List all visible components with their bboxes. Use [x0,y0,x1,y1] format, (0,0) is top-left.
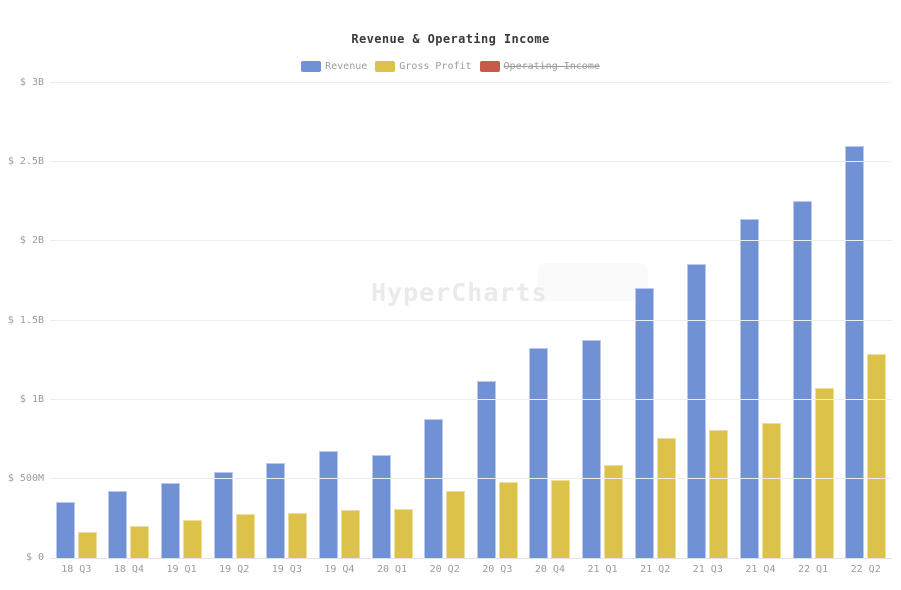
y-axis-tick-label: $ 2.5B [7,156,44,168]
gross-profit-bar[interactable] [288,512,308,558]
x-axis-tick-label: 21 Q3 [692,564,723,575]
gridline [50,477,892,479]
gridline [50,161,892,163]
revenue-bar[interactable] [371,455,391,558]
x-axis-tick-label: 18 Q4 [113,564,144,575]
legend-item-operating-income[interactable]: Operating Income [479,61,600,72]
bar-groups [50,83,892,558]
gridline [50,319,892,321]
gridline [50,82,892,83]
gross-profit-bar[interactable] [761,422,781,558]
revenue-bar[interactable] [529,348,549,558]
bar-group [471,83,524,558]
gross-profit-swatch-icon [375,61,396,72]
revenue-bar[interactable] [213,471,233,558]
y-axis-tick-label: $ 500M [7,472,44,484]
x-axis-tick-label: 20 Q1 [377,564,408,575]
x-axis-tick-label: 20 Q3 [482,564,513,575]
operating-income-swatch-icon [479,61,500,72]
gross-profit-bar[interactable] [709,429,729,558]
bar-group [366,83,419,558]
legend-label-operating-income: Operating Income [503,61,600,72]
revenue-bar[interactable] [55,501,75,558]
revenue-bar[interactable] [318,451,338,558]
revenue-bar[interactable] [634,288,654,558]
revenue-swatch-icon [301,61,322,72]
legend: Revenue Gross Profit Operating Income [0,61,901,72]
gross-profit-bar[interactable] [183,520,203,558]
gross-profit-bar[interactable] [130,526,150,558]
bar-group [839,83,892,558]
x-axis-line [50,558,892,559]
legend-item-gross-profit[interactable]: Gross Profit [375,61,472,72]
revenue-bar[interactable] [739,219,759,558]
x-axis-tick-label: 22 Q2 [850,564,881,575]
gross-profit-bar[interactable] [235,514,255,558]
chart-title: Revenue & Operating Income [351,32,550,46]
x-axis-tick-label: 21 Q1 [587,564,618,575]
x-axis-tick-label: 21 Q2 [640,564,671,575]
x-axis-labels: 18 Q3 18 Q4 19 Q1 19 Q2 19 Q3 19 Q4 20 Q1 20 Q2… [50,564,892,575]
gross-profit-bar[interactable] [498,482,518,558]
x-axis-tick-label: 22 Q1 [798,564,829,575]
revenue-bar[interactable] [266,463,286,558]
revenue-bar[interactable] [582,339,602,558]
bar-group [787,83,840,558]
x-axis-tick-label: 21 Q4 [745,564,776,575]
gross-profit-bar[interactable] [867,353,887,558]
gross-profit-bar[interactable] [77,531,97,558]
gross-profit-bar[interactable] [551,480,571,558]
bar-group [576,83,629,558]
revenue-bar[interactable] [424,418,444,558]
bar-group [261,83,314,558]
legend-label-revenue: Revenue [325,61,368,72]
y-axis-tick-label: $ 0 [25,552,44,563]
revenue-bar[interactable] [108,490,128,558]
gross-profit-bar[interactable] [340,509,360,558]
gross-profit-bar[interactable] [446,490,466,558]
gross-profit-bar[interactable] [656,438,676,558]
x-axis-tick-label: 19 Q2 [219,564,250,575]
revenue-bar[interactable] [687,263,707,558]
x-axis-tick-label: 20 Q2 [429,564,460,575]
legend-item-revenue[interactable]: Revenue [301,61,367,72]
revenue-bar[interactable] [792,200,812,558]
legend-label-gross-profit: Gross Profit [399,61,472,72]
bar-group [524,83,577,558]
bar-group [313,83,366,558]
x-axis-tick-label: 19 Q4 [324,564,355,575]
bar-group [682,83,735,558]
y-axis-tick-label: $ 2B [19,235,44,247]
gross-profit-bar[interactable] [814,387,834,558]
bar-group [208,83,261,558]
gross-profit-bar[interactable] [604,464,624,558]
y-axis-tick-label: $ 1B [19,393,44,405]
bar-group [629,83,682,558]
bar-group [103,83,156,558]
watermark-logo-box [538,263,648,301]
x-axis-tick-label: 18 Q3 [61,564,92,575]
x-axis-tick-label: 19 Q3 [271,564,302,575]
gross-profit-bar[interactable] [393,508,413,558]
gridline [50,398,892,400]
bar-group [50,83,103,558]
revenue-bar[interactable] [161,482,181,558]
bar-group [734,83,787,558]
plot-area [50,82,892,559]
bar-group [155,83,208,558]
y-axis-tick-label: $ 3B [19,77,44,88]
x-axis-tick-label: 19 Q1 [166,564,197,575]
revenue-bar[interactable] [845,145,865,558]
revenue-bar[interactable] [476,381,496,558]
bar-group [418,83,471,558]
gridline [50,240,892,242]
x-axis-tick-label: 20 Q4 [534,564,565,575]
y-axis-tick-label: $ 1.5B [7,314,44,326]
